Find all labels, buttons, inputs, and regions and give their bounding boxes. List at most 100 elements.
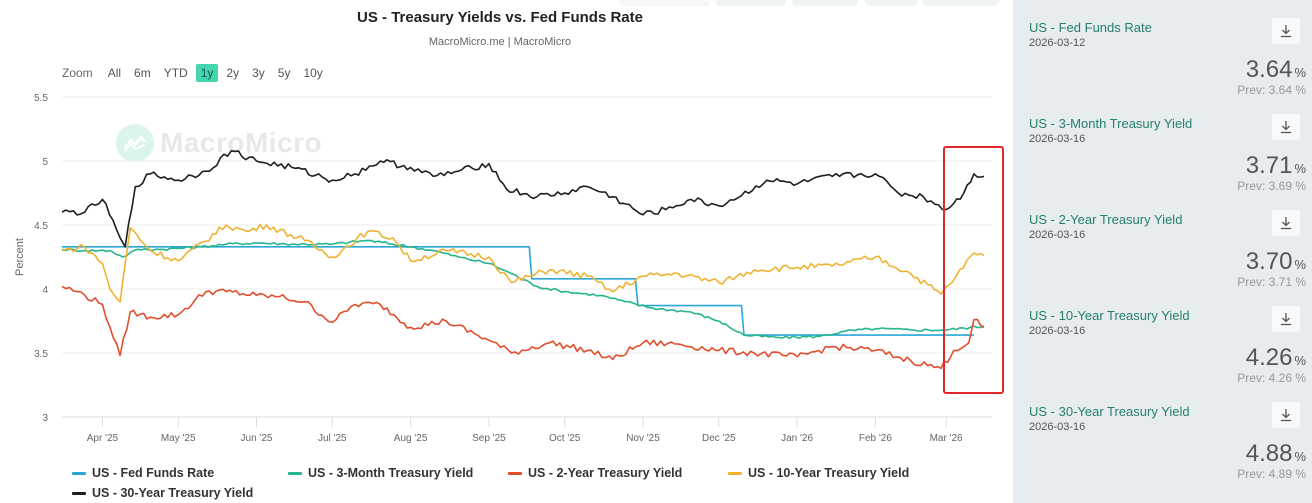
side-panel: US - Fed Funds Rate 2026-03-12 3.64% Prev: … (1013, 0, 1312, 503)
highlight-annotation-box (943, 146, 1004, 394)
series-line-us-2-year-treasury-yield[interactable] (61, 285, 985, 370)
indicator-date: 2026-03-16 (1029, 421, 1086, 433)
legend-swatch (728, 471, 742, 475)
range-button-3y[interactable]: 3y (252, 66, 265, 80)
indicator-unit: % (1294, 353, 1306, 368)
y-tick-label: 4.5 (34, 221, 48, 232)
range-selector: Zoom All 6m YTD 1y 2y 3y 5y 10y (62, 64, 331, 82)
legend-item[interactable]: US - 10-Year Treasury Yield (728, 466, 909, 480)
indicator-title[interactable]: US - Fed Funds Rate (1029, 20, 1152, 35)
download-button[interactable] (1272, 114, 1300, 140)
legend-item[interactable]: US - 2-Year Treasury Yield (508, 466, 682, 480)
x-tick-label: Oct '25 (549, 433, 581, 444)
top-tab[interactable] (716, 0, 786, 6)
indicator-value-wrap: 4.88% (1246, 440, 1306, 468)
top-tab[interactable] (865, 0, 917, 6)
range-button-10y[interactable]: 10y (303, 66, 323, 80)
series-line-us-fed-funds-rate[interactable] (62, 246, 974, 336)
legend-label: US - 2-Year Treasury Yield (528, 466, 683, 480)
download-icon (1281, 121, 1291, 134)
indicator-value: 3.64 (1245, 56, 1293, 83)
indicator-value-wrap: 3.64% (1246, 56, 1306, 84)
download-button[interactable] (1272, 402, 1300, 428)
download-icon (1281, 409, 1291, 422)
range-button-5y[interactable]: 5y (277, 66, 291, 80)
range-button-2y[interactable]: 2y (226, 66, 240, 80)
download-icon (1281, 313, 1291, 326)
indicator-value: 3.70 (1245, 248, 1293, 275)
line-chart: 3 3.5 4 4.5 5 5.5 Apr '25 May '25 Jun '25 Jul '2… (14, 93, 992, 444)
indicator-unit: % (1294, 65, 1306, 80)
indicator-date: 2026-03-16 (1029, 229, 1086, 241)
x-tick-label: Sep '25 (472, 433, 506, 444)
grid (62, 96, 992, 418)
indicator-card: US - Fed Funds Rate 2026-03-12 3.64% Prev: … (1013, 0, 1312, 97)
download-icon (1281, 217, 1291, 230)
legend-swatch (72, 471, 86, 475)
range-button-all[interactable]: All (107, 66, 122, 80)
legend-item[interactable]: US - Fed Funds Rate (72, 466, 214, 480)
legend-label: US - 30-Year Treasury Yield (92, 486, 254, 500)
legend-swatch (288, 471, 302, 475)
x-tick-label: Jun '25 (241, 433, 273, 444)
y-tick-label: 5 (42, 157, 48, 168)
legend-label: US - 3-Month Treasury Yield (308, 466, 474, 480)
legend-item[interactable]: US - 30-Year Treasury Yield (72, 486, 253, 500)
indicator-title[interactable]: US - 10-Year Treasury Yield (1029, 308, 1190, 323)
legend-item[interactable]: US - 3-Month Treasury Yield (288, 466, 473, 480)
series-line-us-30-year-treasury-yield[interactable] (61, 150, 985, 248)
legend-label: US - Fed Funds Rate (92, 466, 215, 480)
top-tab[interactable] (923, 0, 999, 6)
watermark-logo-icon (116, 124, 154, 162)
y-tick-label: 5.5 (34, 93, 48, 104)
indicator-unit: % (1294, 161, 1306, 176)
indicator-previous: Prev: 3.71 % (1237, 275, 1306, 289)
indicator-value: 4.26 (1245, 344, 1293, 371)
indicator-value: 3.71 (1245, 152, 1293, 179)
legend-swatch (508, 471, 522, 475)
y-tick-label: 4 (42, 285, 48, 296)
legend-label: US - 10-Year Treasury Yield (748, 466, 910, 480)
y-tick-label: 3 (42, 413, 48, 424)
download-button[interactable] (1272, 210, 1300, 236)
top-tab[interactable] (792, 0, 858, 6)
indicator-card: US - 10-Year Treasury Yield 2026-03-16 4.2… (1013, 288, 1312, 385)
x-tick-label: Jan '26 (781, 433, 813, 444)
y-axis: 3 3.5 4 4.5 5 5.5 (34, 93, 48, 424)
indicator-title[interactable]: US - 3-Month Treasury Yield (1029, 116, 1193, 131)
series-line-us-10-year-treasury-yield[interactable] (61, 223, 985, 303)
indicator-value-wrap: 3.71% (1246, 152, 1306, 180)
indicator-value: 4.88 (1245, 440, 1293, 467)
download-icon (1281, 25, 1291, 38)
watermark-text: MacroMicro (160, 127, 323, 158)
x-tick-label: Dec '25 (702, 433, 736, 444)
chart-subtitle: MacroMicro.me | MacroMicro (428, 36, 572, 48)
legend-swatch (72, 491, 86, 495)
indicator-unit: % (1294, 449, 1306, 464)
chart-title: US - Treasury Yields vs. Fed Funds Rate (357, 9, 643, 26)
x-tick-label: Aug '25 (394, 433, 428, 444)
zoom-label: Zoom (62, 66, 93, 80)
indicator-value-wrap: 4.26% (1246, 344, 1306, 372)
indicator-card: US - 2-Year Treasury Yield 2026-03-16 3.70… (1013, 192, 1312, 289)
indicator-date: 2026-03-12 (1029, 37, 1086, 49)
top-tab[interactable] (620, 0, 710, 6)
series-line-us-3-month-treasury-yield[interactable] (61, 239, 985, 340)
indicator-card: US - 30-Year Treasury Yield 2026-03-16 4.8… (1013, 384, 1312, 481)
download-button[interactable] (1272, 18, 1300, 44)
x-tick-label: May '25 (161, 433, 196, 444)
x-tick-label: Feb '26 (859, 433, 892, 444)
download-button[interactable] (1272, 306, 1300, 332)
y-tick-label: 3.5 (34, 349, 48, 360)
chart-panel: US - Treasury Yields vs. Fed Funds Rate … (14, 0, 1004, 500)
indicator-previous: Prev: 3.64 % (1237, 83, 1306, 97)
indicator-unit: % (1294, 257, 1306, 272)
range-button-ytd[interactable]: YTD (163, 66, 188, 80)
x-tick-label: Nov '25 (626, 433, 660, 444)
range-button-1y[interactable]: 1y (195, 64, 219, 82)
range-button-6m[interactable]: 6m (134, 66, 151, 80)
indicator-title[interactable]: US - 2-Year Treasury Yield (1029, 212, 1183, 227)
indicator-value-wrap: 3.70% (1246, 248, 1306, 276)
indicator-title[interactable]: US - 30-Year Treasury Yield (1029, 404, 1190, 419)
